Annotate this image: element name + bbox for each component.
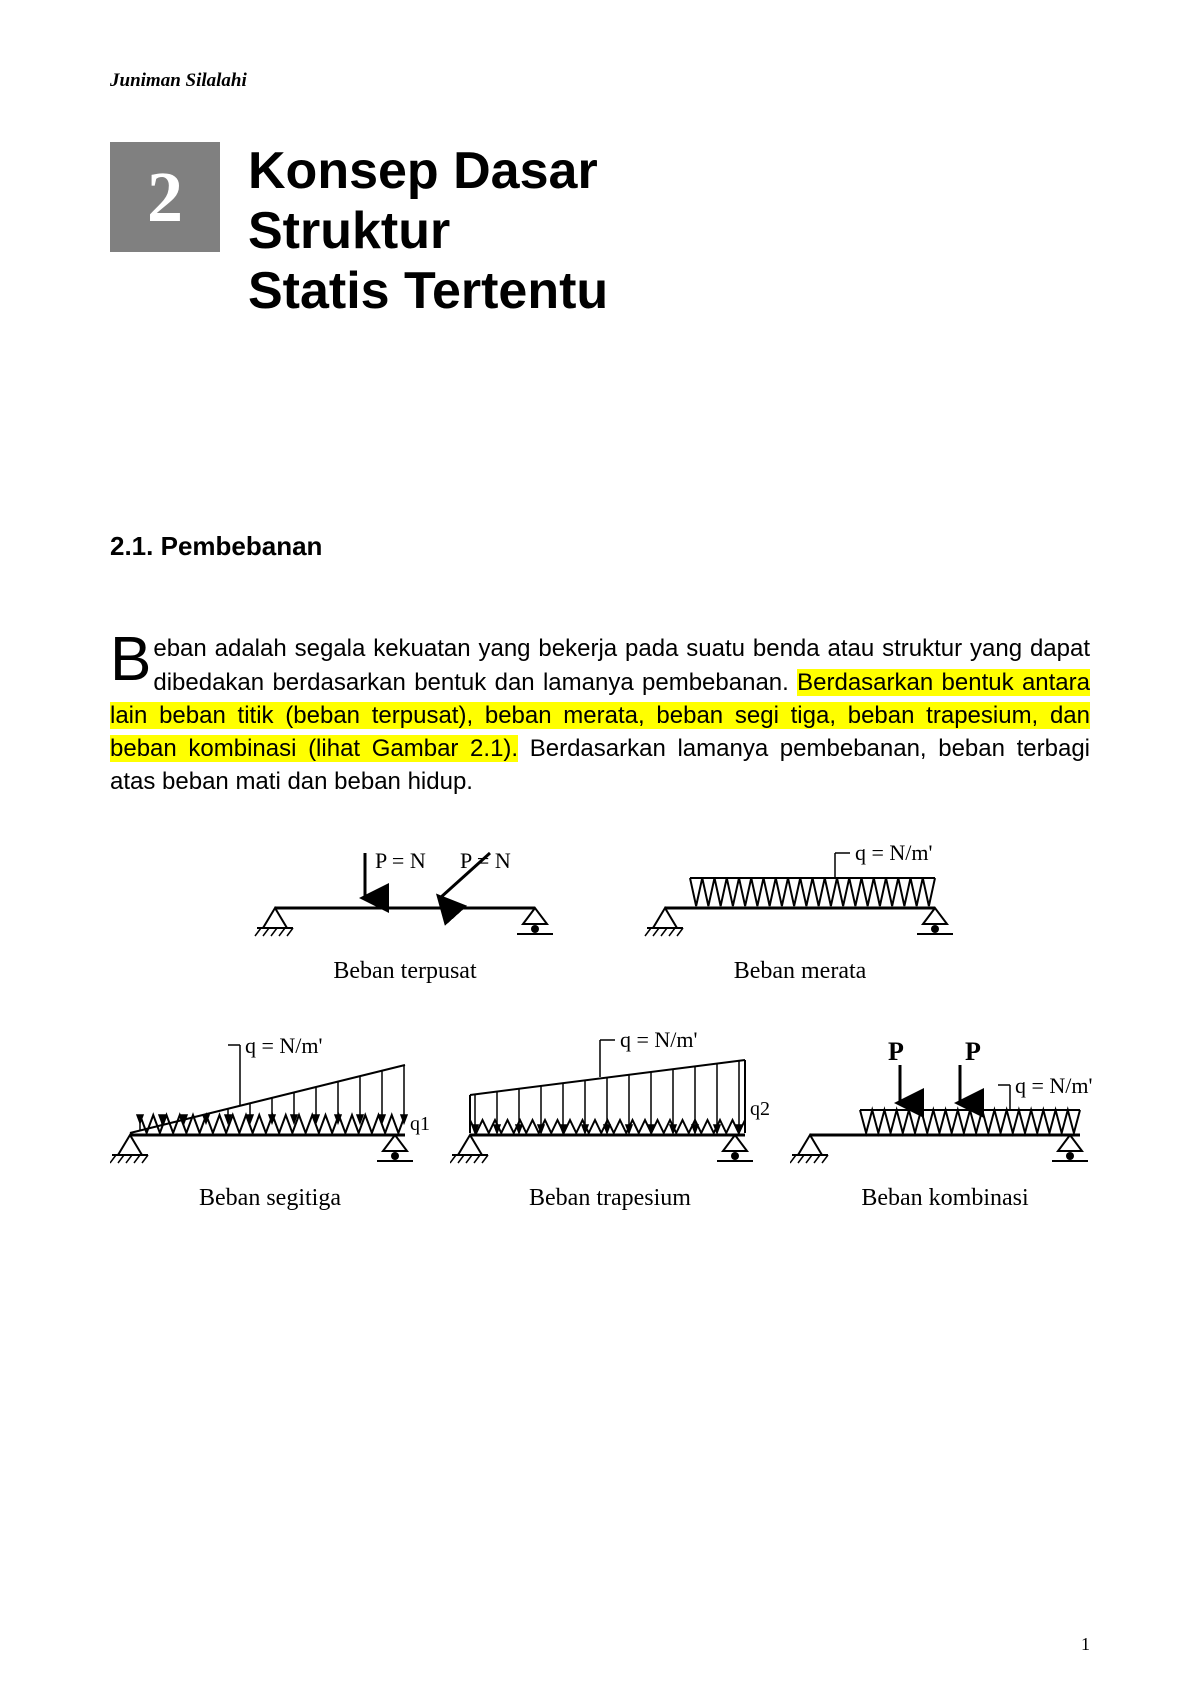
dropcap: B bbox=[110, 634, 151, 687]
svg-text:q = N/m': q = N/m' bbox=[1015, 1073, 1093, 1098]
figure-row-2: q = N/m' q1 Beban segitiga bbox=[110, 1015, 1090, 1212]
figure-trapesium: q = N/m' q2 Beban trapesium bbox=[450, 1015, 770, 1212]
figure-row-1: P = N P = N Beban terpusat q = N/m' bbox=[110, 838, 1090, 985]
svg-text:P: P bbox=[965, 1037, 981, 1066]
chapter-heading: 2 Konsep Dasar Struktur Statis Tertentu bbox=[110, 142, 1090, 321]
title-line-3: Statis Tertentu bbox=[248, 262, 608, 320]
svg-text:q = N/m': q = N/m' bbox=[245, 1033, 323, 1058]
diagram-terpusat: P = N P = N bbox=[235, 838, 575, 948]
section-title: Pembebanan bbox=[161, 531, 323, 561]
svg-text:q = N/m': q = N/m' bbox=[620, 1027, 698, 1052]
svg-text:P: P bbox=[888, 1037, 904, 1066]
svg-text:P = N: P = N bbox=[375, 848, 426, 873]
svg-text:q2: q2 bbox=[750, 1098, 770, 1120]
caption-kombinasi: Beban kombinasi bbox=[790, 1185, 1100, 1212]
figure-segitiga: q = N/m' q1 Beban segitiga bbox=[110, 1015, 430, 1212]
title-line-1: Konsep Dasar bbox=[248, 142, 598, 200]
page-number: 1 bbox=[1081, 1634, 1090, 1655]
body-paragraph: Beban adalah segala kekuatan yang bekerj… bbox=[110, 632, 1090, 798]
diagram-kombinasi: P P q = N/m' bbox=[790, 1015, 1100, 1175]
svg-text:q1: q1 bbox=[410, 1113, 430, 1135]
author-name: Juniman Silalahi bbox=[110, 70, 1090, 92]
svg-text:P = N: P = N bbox=[460, 848, 511, 873]
figures-container: P = N P = N Beban terpusat q = N/m' bbox=[110, 838, 1090, 1212]
figure-merata: q = N/m' Beban merata bbox=[635, 838, 965, 985]
chapter-number: 2 bbox=[110, 142, 220, 252]
diagram-segitiga: q = N/m' q1 bbox=[110, 1015, 430, 1175]
caption-segitiga: Beban segitiga bbox=[110, 1185, 430, 1212]
diagram-trapesium: q = N/m' q2 bbox=[450, 1015, 770, 1175]
caption-trapesium: Beban trapesium bbox=[450, 1185, 770, 1212]
section-heading: 2.1. Pembebanan bbox=[110, 531, 1090, 562]
caption-merata: Beban merata bbox=[635, 958, 965, 985]
figure-terpusat: P = N P = N Beban terpusat bbox=[235, 838, 575, 985]
title-line-2: Struktur bbox=[248, 202, 450, 260]
caption-terpusat: Beban terpusat bbox=[235, 958, 575, 985]
chapter-title: Konsep Dasar Struktur Statis Tertentu bbox=[248, 142, 608, 321]
figure-kombinasi: P P q = N/m' Beban kombinasi bbox=[790, 1015, 1100, 1212]
diagram-merata: q = N/m' bbox=[635, 838, 965, 948]
svg-text:q = N/m': q = N/m' bbox=[855, 840, 933, 865]
section-number: 2.1. bbox=[110, 531, 153, 561]
